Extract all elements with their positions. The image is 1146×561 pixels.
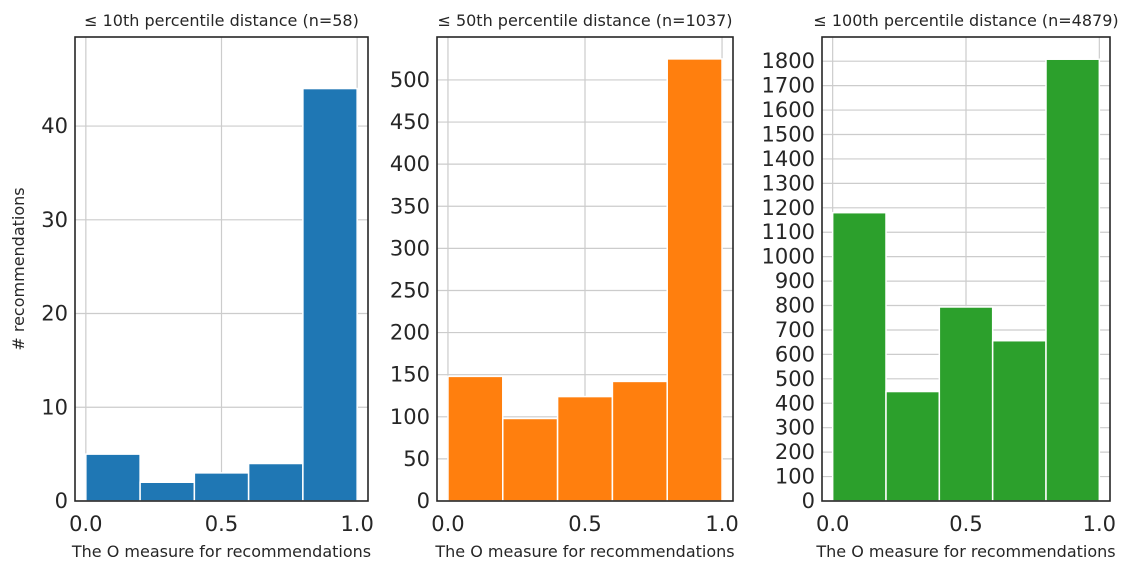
y-tick-label: 500 <box>390 68 430 92</box>
histogram-bar <box>502 417 559 502</box>
chart-panel-2: 0 50 100 150 200 250 300 350 400 450 500 0.0 0.5 1.0 ≤… <box>390 11 739 561</box>
y-tick-label: 200 <box>390 321 430 345</box>
x-tick-label: 0.0 <box>431 512 464 536</box>
y-tick-label: 20 <box>41 302 68 326</box>
histogram-bar <box>556 395 614 502</box>
y-tick-label: 0 <box>55 489 68 513</box>
y-tick-label: 1000 <box>762 245 815 269</box>
chart-title: ≤ 50th percentile distance (n=1037) <box>437 11 732 30</box>
x-axis-label: The O measure for recommendations <box>815 542 1115 561</box>
y-tick-label: 400 <box>775 391 815 415</box>
histogram-bar <box>991 339 1047 502</box>
plot-frame <box>821 36 1111 502</box>
y-tick-label: 350 <box>390 194 430 218</box>
y-axis-label: # recommendations <box>9 187 28 350</box>
histogram-bar <box>1045 58 1101 502</box>
histogram-bar <box>885 390 941 502</box>
y-tick-label: 1700 <box>762 74 815 98</box>
chart-panel-3: 0100200300400500600700800900100011001200… <box>762 11 1119 561</box>
y-tick-label: 250 <box>390 278 430 302</box>
histogram-bar <box>611 380 668 502</box>
y-tick-label: 300 <box>390 236 430 260</box>
y-tick-label: 1300 <box>762 171 815 195</box>
y-tick-label: 400 <box>390 152 430 176</box>
y-tick-label: 500 <box>775 367 815 391</box>
y-tick-label: 1400 <box>762 147 815 171</box>
histogram-bar <box>139 481 196 502</box>
x-tick-label: 0.5 <box>949 512 982 536</box>
y-tick-label: 150 <box>390 363 430 387</box>
y-tick-label: 100 <box>390 405 430 429</box>
histogram-bar <box>831 211 887 502</box>
chart-panel-1: 0 10 20 30 40 0.0 0.5 1.0 ≤ 10th percentile dist… <box>9 11 374 561</box>
chart-title: ≤ 100th percentile distance (n=4879) <box>813 11 1118 30</box>
x-tick-label: 1.0 <box>340 512 373 536</box>
y-tick-label: 900 <box>775 269 815 293</box>
chart-title: ≤ 10th percentile distance (n=58) <box>84 11 359 30</box>
y-tick-label: 450 <box>390 110 430 134</box>
y-tick-label: 1500 <box>762 122 815 146</box>
y-tick-label: 1600 <box>762 98 815 122</box>
y-tick-label: 10 <box>41 395 68 419</box>
y-tick-label: 1800 <box>762 49 815 73</box>
x-tick-label: 0.0 <box>816 512 849 536</box>
x-tick-label: 1.0 <box>705 512 738 536</box>
y-tick-label: 50 <box>403 447 430 471</box>
x-axis-label: The O measure for recommendations <box>434 542 734 561</box>
y-tick-label: 30 <box>41 208 68 232</box>
histogram-bar <box>666 58 723 502</box>
y-tick-label: 300 <box>775 416 815 440</box>
histogram-bar <box>85 453 141 502</box>
plot-frame <box>436 36 734 502</box>
x-tick-label: 0.5 <box>568 512 601 536</box>
histogram-bar <box>302 87 358 502</box>
y-tick-label: 800 <box>775 294 815 318</box>
x-tick-label: 1.0 <box>1083 512 1116 536</box>
x-tick-label: 0.0 <box>69 512 102 536</box>
histogram-bar <box>193 472 250 502</box>
y-tick-label: 0 <box>802 489 815 513</box>
y-tick-label: 100 <box>775 465 815 489</box>
y-tick-label: 200 <box>775 440 815 464</box>
histogram-bar <box>447 375 504 502</box>
histogram-bar <box>247 462 304 502</box>
y-tick-label: 0 <box>417 489 430 513</box>
plot-frame <box>74 36 369 502</box>
y-tick-label: 40 <box>41 114 68 138</box>
y-tick-label: 1100 <box>762 220 815 244</box>
histogram-bar <box>938 306 994 502</box>
x-tick-label: 0.5 <box>205 512 238 536</box>
x-axis-label: The O measure for recommendations <box>71 542 371 561</box>
y-tick-label: 700 <box>775 318 815 342</box>
y-tick-label: 600 <box>775 342 815 366</box>
y-tick-label: 1200 <box>762 196 815 220</box>
